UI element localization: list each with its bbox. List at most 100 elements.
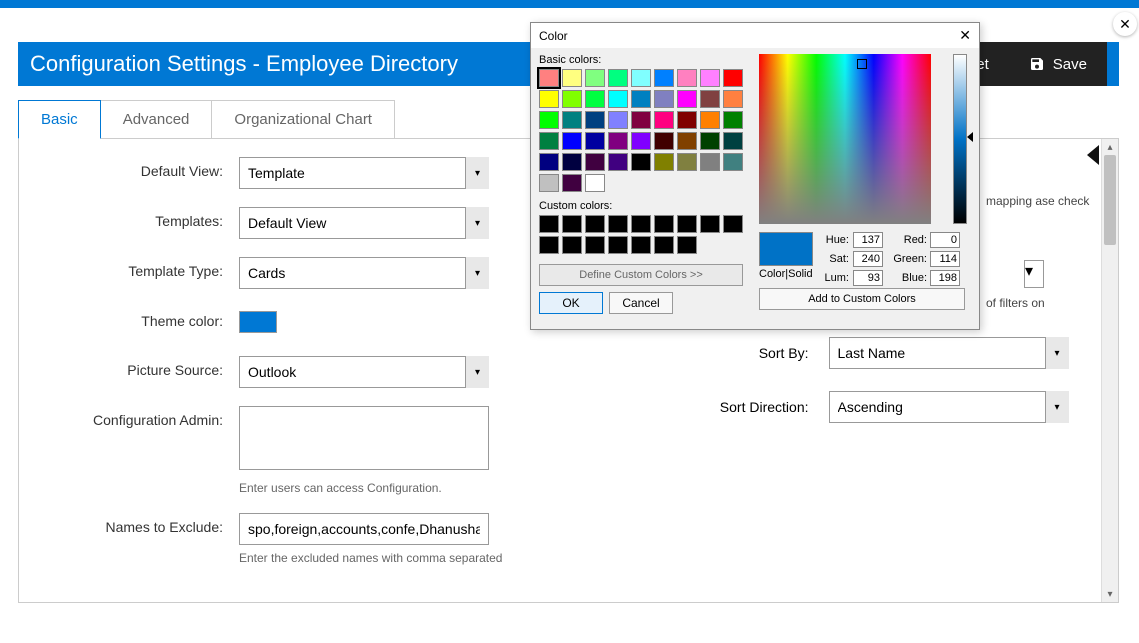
basic-color-swatch[interactable] xyxy=(723,111,743,129)
custom-color-slot[interactable] xyxy=(700,215,720,233)
basic-color-swatch[interactable] xyxy=(539,69,559,87)
blue-input[interactable] xyxy=(930,270,960,286)
close-icon[interactable]: ✕ xyxy=(959,27,971,44)
basic-color-swatch[interactable] xyxy=(562,153,582,171)
basic-color-swatch[interactable] xyxy=(677,69,697,87)
ok-button[interactable]: OK xyxy=(539,292,603,314)
basic-color-swatch[interactable] xyxy=(631,90,651,108)
basic-color-swatch[interactable] xyxy=(585,111,605,129)
tab-basic[interactable]: Basic xyxy=(18,100,101,139)
basic-color-swatch[interactable] xyxy=(608,111,628,129)
basic-color-swatch[interactable] xyxy=(562,111,582,129)
basic-color-swatch[interactable] xyxy=(723,153,743,171)
basic-color-swatch[interactable] xyxy=(631,153,651,171)
scrollbar-thumb[interactable] xyxy=(1104,155,1116,245)
save-button[interactable]: Save xyxy=(1009,42,1107,86)
basic-color-swatch[interactable] xyxy=(700,132,720,150)
custom-color-slot[interactable] xyxy=(608,215,628,233)
basic-color-swatch[interactable] xyxy=(608,90,628,108)
basic-color-swatch[interactable] xyxy=(539,153,559,171)
custom-color-slot[interactable] xyxy=(608,236,628,254)
basic-color-swatch[interactable] xyxy=(539,90,559,108)
hue-input[interactable] xyxy=(853,232,883,248)
sort-by-select[interactable]: Last Name xyxy=(829,337,1069,369)
basic-color-swatch[interactable] xyxy=(631,111,651,129)
basic-color-swatch[interactable] xyxy=(677,153,697,171)
color-preview-swatch xyxy=(759,232,813,266)
custom-color-slot[interactable] xyxy=(654,215,674,233)
sort-direction-select[interactable]: Ascending xyxy=(829,391,1069,423)
custom-color-slot[interactable] xyxy=(631,236,651,254)
custom-color-slot[interactable] xyxy=(723,215,743,233)
picture-source-select[interactable]: Outlook xyxy=(239,356,489,388)
cancel-button[interactable]: Cancel xyxy=(609,292,673,314)
names-exclude-input[interactable] xyxy=(239,513,489,545)
hue-sat-picker[interactable] xyxy=(759,54,931,224)
basic-color-swatch[interactable] xyxy=(631,69,651,87)
custom-color-slot[interactable] xyxy=(562,236,582,254)
tab-advanced[interactable]: Advanced xyxy=(100,100,213,139)
save-icon xyxy=(1029,56,1045,72)
basic-color-swatch[interactable] xyxy=(654,111,674,129)
custom-color-slot[interactable] xyxy=(539,215,559,233)
theme-color-swatch[interactable] xyxy=(239,311,277,333)
basic-color-swatch[interactable] xyxy=(631,132,651,150)
basic-color-swatch[interactable] xyxy=(700,90,720,108)
custom-color-slot[interactable] xyxy=(585,215,605,233)
basic-color-swatch[interactable] xyxy=(700,69,720,87)
basic-color-swatch[interactable] xyxy=(585,90,605,108)
lum-input[interactable] xyxy=(853,270,883,286)
scroll-down-icon[interactable]: ▾ xyxy=(1102,586,1118,602)
basic-color-swatch[interactable] xyxy=(677,90,697,108)
template-type-label: Template Type: xyxy=(49,257,239,279)
basic-color-swatch[interactable] xyxy=(608,153,628,171)
templates-select[interactable]: Default View xyxy=(239,207,489,239)
custom-color-slot[interactable] xyxy=(562,215,582,233)
close-dialog-button[interactable]: ✕ xyxy=(1113,12,1137,36)
green-input[interactable] xyxy=(930,251,960,267)
basic-color-swatch[interactable] xyxy=(539,132,559,150)
vertical-scrollbar[interactable]: ▴ ▾ xyxy=(1101,139,1118,602)
basic-color-swatch[interactable] xyxy=(585,132,605,150)
basic-color-swatch[interactable] xyxy=(585,69,605,87)
sat-input[interactable] xyxy=(853,251,883,267)
basic-color-swatch[interactable] xyxy=(723,69,743,87)
scroll-up-icon[interactable]: ▴ xyxy=(1102,139,1118,155)
basic-color-swatch[interactable] xyxy=(608,132,628,150)
custom-color-slot[interactable] xyxy=(654,236,674,254)
basic-color-swatch[interactable] xyxy=(585,174,605,192)
basic-color-swatch[interactable] xyxy=(562,69,582,87)
basic-color-swatch[interactable] xyxy=(654,132,674,150)
basic-color-swatch[interactable] xyxy=(654,90,674,108)
basic-color-swatch[interactable] xyxy=(608,69,628,87)
custom-color-slot[interactable] xyxy=(677,236,697,254)
basic-color-swatch[interactable] xyxy=(539,174,559,192)
basic-color-swatch[interactable] xyxy=(700,111,720,129)
basic-color-swatch[interactable] xyxy=(677,132,697,150)
custom-color-slot[interactable] xyxy=(539,236,559,254)
basic-color-swatch[interactable] xyxy=(562,132,582,150)
basic-color-swatch[interactable] xyxy=(700,153,720,171)
basic-color-swatch[interactable] xyxy=(562,174,582,192)
custom-color-slot[interactable] xyxy=(677,215,697,233)
basic-color-swatch[interactable] xyxy=(723,132,743,150)
basic-color-swatch[interactable] xyxy=(654,153,674,171)
custom-color-slot[interactable] xyxy=(631,215,651,233)
template-type-select[interactable]: Cards xyxy=(239,257,489,289)
default-view-select[interactable]: Template xyxy=(239,157,489,189)
red-input[interactable] xyxy=(930,232,960,248)
define-custom-button[interactable]: Define Custom Colors >> xyxy=(539,264,743,286)
basic-color-swatch[interactable] xyxy=(723,90,743,108)
add-to-custom-button[interactable]: Add to Custom Colors xyxy=(759,288,965,310)
basic-color-swatch[interactable] xyxy=(654,69,674,87)
overflow-chevron-icon[interactable]: ▾ xyxy=(1024,260,1044,288)
custom-color-slot[interactable] xyxy=(585,236,605,254)
tab-org-chart[interactable]: Organizational Chart xyxy=(211,100,395,139)
luminosity-slider[interactable] xyxy=(953,54,967,224)
basic-color-swatch[interactable] xyxy=(585,153,605,171)
overflow-note-text: mapping ase check xyxy=(986,192,1089,210)
basic-color-swatch[interactable] xyxy=(677,111,697,129)
basic-color-swatch[interactable] xyxy=(562,90,582,108)
basic-color-swatch[interactable] xyxy=(539,111,559,129)
config-admin-textarea[interactable] xyxy=(239,406,489,470)
